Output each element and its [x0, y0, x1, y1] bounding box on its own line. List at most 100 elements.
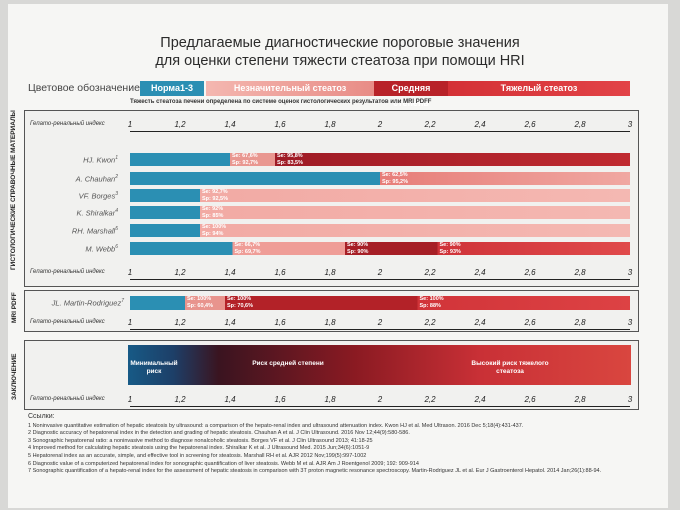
row-name-ref: 6	[115, 244, 118, 250]
axis-tick: 1,2	[174, 318, 186, 327]
axis-tick: 1,6	[274, 318, 286, 327]
study-bar	[130, 172, 630, 185]
axis-line	[130, 329, 630, 330]
axis-tick: 2,2	[424, 268, 436, 277]
stat-label: Se: 90% Sp: 90%	[347, 242, 368, 255]
axis-tick: 1,8	[324, 318, 336, 327]
stat-se: Se: 92%	[202, 206, 224, 212]
row-name: VF. Borges3	[18, 191, 118, 201]
stat-label: Se: 66,7% Sp: 69,7%	[235, 242, 261, 255]
stat-se: Se: 62,5%	[382, 172, 408, 178]
legend-moderate: Средняя степень	[374, 81, 448, 108]
study-bar	[130, 242, 630, 255]
row-name-text: K. Shiralkar	[76, 208, 116, 218]
axis-tick: 3	[627, 268, 633, 277]
axis-tick: 2,2	[424, 120, 436, 129]
stat-sp: Sp: 90%	[347, 248, 369, 255]
study-bar	[130, 224, 630, 237]
stat-se: Se: 66,7%	[234, 242, 261, 248]
row-name: A. Chauhan2	[18, 174, 118, 184]
stat-label: Se: 90% Sp: 93%	[440, 242, 461, 255]
row-name: RH. Marshall5	[18, 226, 118, 236]
axis-line	[130, 406, 630, 407]
row-name-ref: 3	[115, 191, 118, 197]
page-title-line1: Предлагаемые диагностические пороговые з…	[160, 35, 520, 51]
axis-tick: 2	[377, 120, 383, 129]
row-name-text: JL. Martin-Rodriguez	[51, 298, 122, 308]
row-name-ref: 4	[115, 208, 118, 214]
reference-item: 1 Noninvasive quantitative estimation of…	[28, 422, 524, 429]
stat-se: Se: 100%	[187, 296, 212, 302]
stat-label: Se: 62,5% Sp: 95,2%	[382, 172, 408, 185]
stat-se: Se: 100%	[227, 296, 252, 302]
axis-tick: 1,8	[324, 395, 336, 404]
axis-tick: 1,2	[174, 395, 186, 404]
row-name-ref: 5	[115, 226, 118, 232]
row-name-text: HJ. Kwon	[83, 155, 116, 165]
references-heading: Ссылки:	[28, 413, 55, 420]
references: Ссылки: 1 Noninvasive quantitative estim…	[28, 413, 601, 476]
risk-minimal: Минимальный риск	[130, 360, 178, 375]
row-name-ref: 2	[115, 174, 118, 180]
stat-sp: Sp: 69,7%	[234, 248, 261, 255]
axis-tick: 2,8	[574, 268, 586, 277]
row-name-ref: 1	[115, 155, 118, 161]
axis-line	[130, 279, 630, 280]
stat-se: Se: 90%	[439, 242, 461, 248]
axis-tick: 3	[627, 395, 633, 404]
legend-normal: Норма1-3	[140, 81, 204, 96]
axis-tick: 2,4	[474, 120, 486, 129]
axis-tick: 1,2	[174, 268, 186, 277]
row-name: HJ. Kwon1	[18, 155, 118, 165]
row-name: M. Webb6	[18, 244, 118, 254]
stat-se: Se: 95,8%	[277, 153, 303, 159]
axis-tick: 2,8	[574, 120, 586, 129]
mri-side-label: MRI PDFF	[11, 292, 18, 323]
stat-se: Se: 90%	[347, 242, 369, 248]
study-bar	[130, 296, 630, 310]
axis-tick: 2,6	[524, 318, 536, 327]
histology-side-label: ГИСТОЛОГИЧЕСКИЕ СПРАВОЧНЫЕ МАТЕРИАЛЫ	[10, 110, 17, 270]
legend-severe: Тяжелый стеатоз	[448, 81, 630, 96]
axis-tick: 2	[377, 318, 383, 327]
axis-tick: 2,8	[574, 395, 586, 404]
axis-tick: 2,8	[574, 318, 586, 327]
axis-tick: 2,4	[474, 318, 486, 327]
row-name-text: VF. Borges	[78, 191, 116, 201]
reference-item: 2 Diagnostic accuracy of hepatorenal ind…	[28, 430, 410, 437]
axis-tick: 1,4	[224, 268, 236, 277]
stat-se: Se: 92,7%	[202, 189, 228, 195]
row-name-text: A. Chauhan	[75, 174, 116, 184]
reference-item: 3 Sonographic hepatorenal ratio: a nonin…	[28, 437, 373, 444]
stat-sp: Sp: 93%	[439, 248, 461, 255]
stat-sp: Sp: 94%	[202, 230, 224, 237]
legend-mild: Незначительный стеатоз	[206, 81, 374, 96]
reference-item: 7 Sonographic quantification of a hepato…	[28, 468, 602, 475]
axis-label: Гепато-ренальный индекс	[30, 121, 105, 127]
study-bar	[130, 206, 630, 219]
stat-se: Se: 100%	[202, 224, 227, 230]
axis-tick: 2,6	[524, 120, 536, 129]
study-bar	[130, 189, 630, 202]
stat-label: Se: 95,8% Sp: 83,5%	[277, 153, 303, 166]
risk-moderate: Риск средней степени	[252, 360, 324, 367]
page-title-line2: для оценки степени тяжести стеатоза при …	[155, 53, 525, 69]
row-name: JL. Martin-Rodriguez7	[16, 298, 124, 308]
axis-tick: 1,8	[324, 268, 336, 277]
row-name-text: M. Webb	[85, 244, 116, 254]
axis-tick: 1,4	[224, 395, 236, 404]
axis-line	[130, 131, 630, 132]
stat-sp: Sp: 92,7%	[232, 159, 258, 166]
axis-tick: 1,6	[274, 268, 286, 277]
reference-item: 6 Diagnostic value of a computerized hep…	[28, 460, 419, 467]
axis-tick: 3	[627, 318, 633, 327]
conclusion-side-label: ЗАКЛЮЧЕНИЕ	[11, 353, 18, 400]
axis-label: Гепато-ренальный индекс	[30, 269, 105, 275]
stat-sp: Sp: 83,5%	[277, 159, 303, 166]
stat-label: Se: 92,7% Sp: 92,5%	[202, 189, 228, 202]
stat-label: Se: 92% Sp: 85%	[202, 206, 223, 219]
axis-tick: 2,2	[424, 318, 436, 327]
row-name: K. Shiralkar4	[18, 208, 118, 218]
stat-label: Se: 100% Sp: 70,6%	[227, 296, 253, 309]
row-name-text: RH. Marshall	[71, 226, 116, 236]
